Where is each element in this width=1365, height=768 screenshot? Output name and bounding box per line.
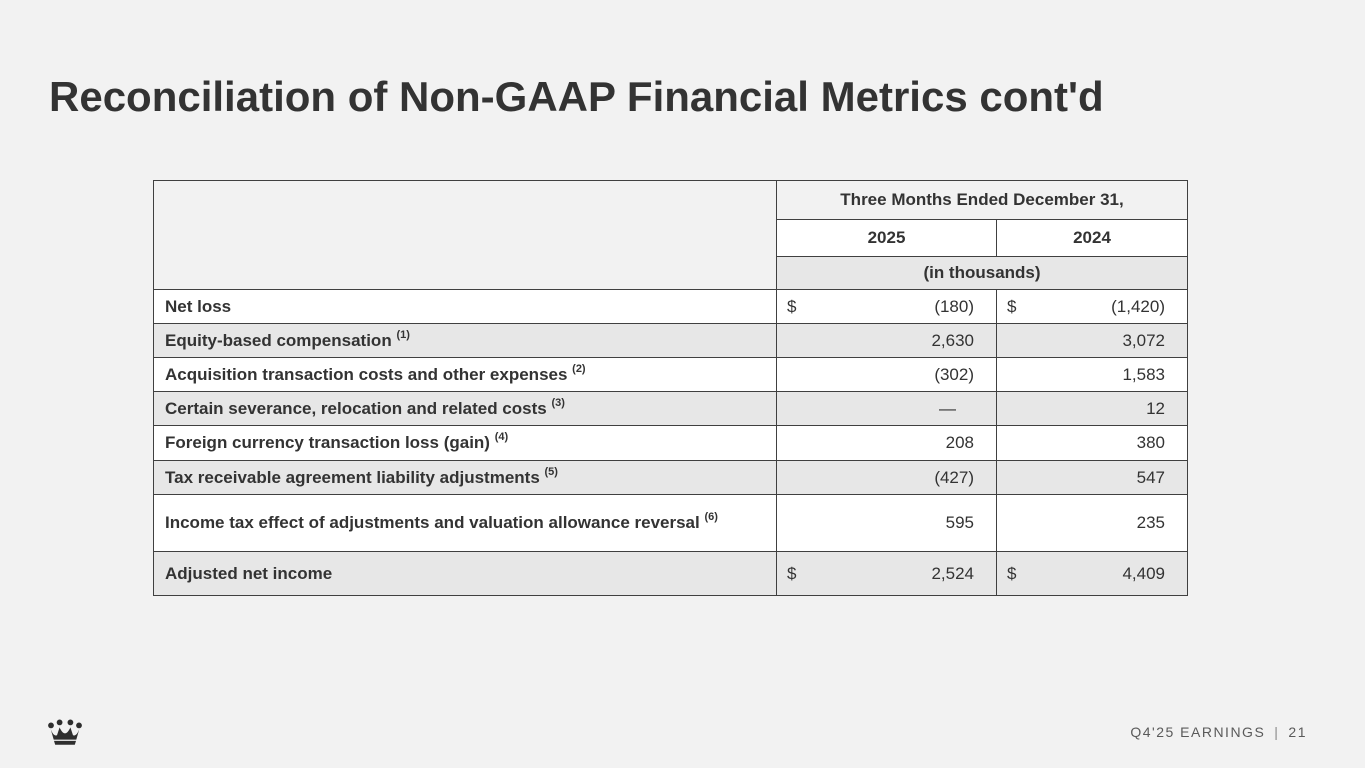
header-units-label: (in thousands): [776, 256, 1188, 290]
value-cell-2025: (302): [776, 357, 997, 392]
cell-amount: 12: [1146, 398, 1165, 418]
cell-amount: 2,630: [931, 330, 974, 350]
header-corner-cell: [153, 180, 777, 290]
brand-crown-logo: [47, 717, 83, 747]
header-period-label: Three Months Ended December 31,: [776, 180, 1188, 220]
row-label: Foreign currency transaction loss (gain)…: [153, 425, 777, 461]
table-header: Three Months Ended December 31, 2025 202…: [153, 180, 1188, 290]
cell-amount: (1,420): [1111, 296, 1165, 316]
dollar-sign: $: [1007, 296, 1017, 316]
footer-page-number: 21: [1288, 724, 1307, 740]
value-cell-2025: 595: [776, 494, 997, 552]
footer-separator: |: [1274, 724, 1280, 740]
footnote-marker: (5): [544, 465, 558, 478]
row-label: Adjusted net income: [153, 551, 777, 596]
table-row: Adjusted net income $2,524 $4,409: [153, 551, 1188, 596]
cell-amount: 547: [1136, 467, 1165, 487]
header-year-2025: 2025: [776, 219, 997, 257]
footnote-marker: (4): [494, 431, 509, 444]
cell-amount: —: [939, 398, 956, 418]
value-cell-2025: 2,630: [776, 323, 997, 358]
footer: Q4'25 EARNINGS | 21: [1130, 724, 1307, 740]
value-cell-2025: —: [776, 391, 997, 426]
footnote-marker: (2): [572, 362, 586, 375]
value-cell-2024: 235: [996, 494, 1188, 552]
cell-amount: 595: [945, 513, 974, 532]
value-cell-2024: $ (1,420): [996, 289, 1188, 324]
cell-amount: 380: [1136, 433, 1165, 452]
table-body: Net loss $ (180) $ (1,420) Equity-based compe…: [153, 289, 1188, 596]
row-label: Net loss: [153, 289, 777, 324]
row-label: Equity-based compensation (1): [153, 323, 777, 358]
value-cell-2024: 1,583: [996, 357, 1188, 392]
value-cell-2025: $ (180): [776, 289, 997, 324]
value-cell-2024: 12: [996, 391, 1188, 426]
value-cell-2025: 208: [776, 425, 997, 461]
header-year-2024: 2024: [996, 219, 1188, 257]
table-row: Tax receivable agreement liability adjus…: [153, 460, 1188, 495]
header-period-row: Three Months Ended December 31,: [153, 180, 1188, 290]
dollar-sign: $: [787, 296, 797, 316]
cell-amount: 4,409: [1122, 563, 1165, 583]
table-row: Equity-based compensation (1) 2,630 3,072: [153, 323, 1188, 358]
crown-icon: [48, 719, 82, 745]
value-cell-2024: 380: [996, 425, 1188, 461]
value-cell-2024: $4,409: [996, 551, 1188, 596]
footer-earnings-label: Q4'25 EARNINGS: [1130, 724, 1266, 740]
table-row: Certain severance, relocation and relate…: [153, 391, 1188, 426]
cell-amount: 235: [1136, 513, 1165, 532]
footnote-marker: (6): [704, 511, 718, 524]
row-label: Tax receivable agreement liability adjus…: [153, 460, 777, 495]
cell-amount: 208: [945, 433, 974, 452]
cell-amount: (302): [934, 364, 974, 384]
footnote-marker: (1): [396, 328, 410, 341]
table-row: Acquisition transaction costs and other …: [153, 357, 1188, 392]
cell-amount: (427): [934, 467, 974, 487]
value-cell-2024: 3,072: [996, 323, 1188, 358]
table-row: Foreign currency transaction loss (gain)…: [153, 425, 1188, 461]
page-title: Reconciliation of Non-GAAP Financial Met…: [49, 73, 1104, 120]
table-row: Income tax effect of adjustments and val…: [153, 494, 1188, 552]
footnote-marker: (3): [551, 396, 565, 409]
cell-amount: 3,072: [1122, 330, 1165, 350]
row-label: Acquisition transaction costs and other …: [153, 357, 777, 392]
dollar-sign: $: [1007, 563, 1017, 583]
cell-amount: 2,524: [931, 563, 974, 583]
row-label: Income tax effect of adjustments and val…: [153, 494, 777, 552]
row-label: Certain severance, relocation and relate…: [153, 391, 777, 426]
value-cell-2025: $2,524: [776, 551, 997, 596]
header-years-row: 2025 2024: [154, 219, 1188, 257]
reconciliation-table: Three Months Ended December 31, 2025 202…: [153, 180, 1188, 596]
table-row: Net loss $ (180) $ (1,420): [153, 289, 1188, 324]
cell-amount: (180): [934, 296, 974, 316]
dollar-sign: $: [787, 563, 797, 583]
cell-amount: 1,583: [1122, 364, 1165, 384]
value-cell-2025: (427): [776, 460, 997, 495]
value-cell-2024: 547: [996, 460, 1188, 495]
